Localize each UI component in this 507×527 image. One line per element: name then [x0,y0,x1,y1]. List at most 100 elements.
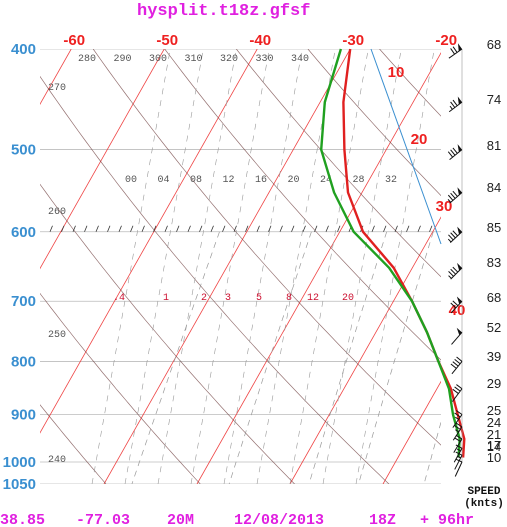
mixing-label-16: 16 [255,175,267,186]
level-tick [199,225,203,232]
wind-half-barb [449,105,453,110]
footer-cycle: 18Z [369,512,396,527]
isotherm--30 [103,49,351,484]
pressure-label-800: 800 [11,353,36,370]
level-tick [141,225,145,232]
wind-pennant [456,296,462,305]
mixing-label-12: 12 [307,293,319,304]
chart-title: hysplit.t18z.gfsf [137,2,310,21]
level-tick [314,225,318,232]
wind-half-barb [447,238,452,243]
wind-full-barb [452,266,459,273]
wind-half-barb [456,448,461,452]
mixing-label-.4: .4 [113,293,125,304]
footer-forecast: + 96hr [420,512,474,527]
wind-barb [451,384,463,402]
wind-barb [451,327,463,345]
wind-pennant [457,187,462,196]
wind-full-barb [455,458,463,463]
theta-label-300: 300 [149,54,167,65]
wind-pennant [457,96,462,105]
level-tick [394,225,398,232]
dry-adiabat-270 [40,75,390,484]
wind-barb [454,451,463,470]
dry-adiabat-230 [0,49,12,484]
dry-adiabat-300 [236,49,441,278]
wind-speed-label: 10 [487,450,501,465]
wind-full-barb [456,356,463,362]
wind-full-barb [447,194,454,201]
wind-full-barb [454,437,461,442]
wind-full-barb [447,151,454,158]
footer-date: 12/08/2013 [234,512,324,527]
wind-full-barb [452,388,459,394]
isotherm-label-edge [370,48,442,245]
level-tick [268,225,272,232]
wind-full-barb [456,384,463,390]
mixing-label-04: 04 [157,175,169,186]
wind-barb [450,296,463,314]
mixing-ratio-upper-line [223,49,303,484]
pressure-label-500: 500 [11,142,36,159]
wind-half-barb [456,455,461,459]
mixing-ratio-line [358,231,434,484]
wind-full-barb [450,149,456,156]
wind-speed-label: 21 [487,427,501,442]
wind-speed-label: 85 [487,220,501,235]
wind-barb-staff [453,448,463,463]
mixing-label-20: 20 [342,293,354,304]
wind-full-barb [455,410,463,415]
wind-barb-staff [450,267,463,280]
theta-label-240: 240 [48,455,66,466]
mixing-ratio-upper-line [289,49,369,484]
footer: 38.85 -77.03 20M 12/08/2013 18Z + 96hr [0,512,474,527]
wind-barb [448,43,463,59]
wind-speed-label: 74 [487,92,501,107]
wind-barb-staff [452,414,463,428]
wind-barb-staff [451,361,463,375]
wind-full-barb [452,361,459,367]
level-tick [406,225,410,232]
pressure-label-1050: 1050 [3,476,36,493]
wind-barb-staff [451,388,463,402]
theta-label-320: 320 [220,54,238,65]
wind-barb [453,444,463,463]
dry-adiabat-250 [40,292,201,484]
level-tick [245,225,249,232]
wind-half-barb [448,275,452,279]
mixing-ratio-upper-line [322,49,402,484]
wind-barb [452,410,463,428]
dry-adiabat-240 [40,404,107,484]
dry-adiabat-310 [307,49,441,197]
wind-speed-label: 83 [487,255,501,270]
wind-full-barb [450,268,456,275]
footer-lat: 38.85 [0,512,45,527]
level-tick [279,225,283,232]
wind-full-barb [452,147,458,154]
isotherm-label--30: -30 [342,32,364,49]
wind-pennant [457,43,462,52]
footer-height: 20M [167,512,194,527]
mixing-ratio-line [308,231,388,484]
wind-full-barb [454,425,461,430]
pressure-label-700: 700 [11,293,36,310]
isotherm--20 [196,52,441,484]
mixing-label-2: 2 [201,293,207,304]
theta-label-340: 340 [291,54,309,65]
wind-speed-header: SPEED [467,486,500,498]
level-tick [325,225,329,232]
mixing-ratio-upper-line [256,49,336,484]
wind-barb [447,187,463,204]
isotherm-0 [382,380,441,484]
mixing-ratio-upper-line [355,49,435,484]
mixing-label-00: 00 [125,175,137,186]
wind-full-barb [452,190,458,197]
isotherm-label--50: -50 [156,32,178,49]
wind-barb [450,356,463,375]
level-tick [417,225,421,232]
wind-full-barb [450,192,456,199]
level-tick [302,225,306,232]
